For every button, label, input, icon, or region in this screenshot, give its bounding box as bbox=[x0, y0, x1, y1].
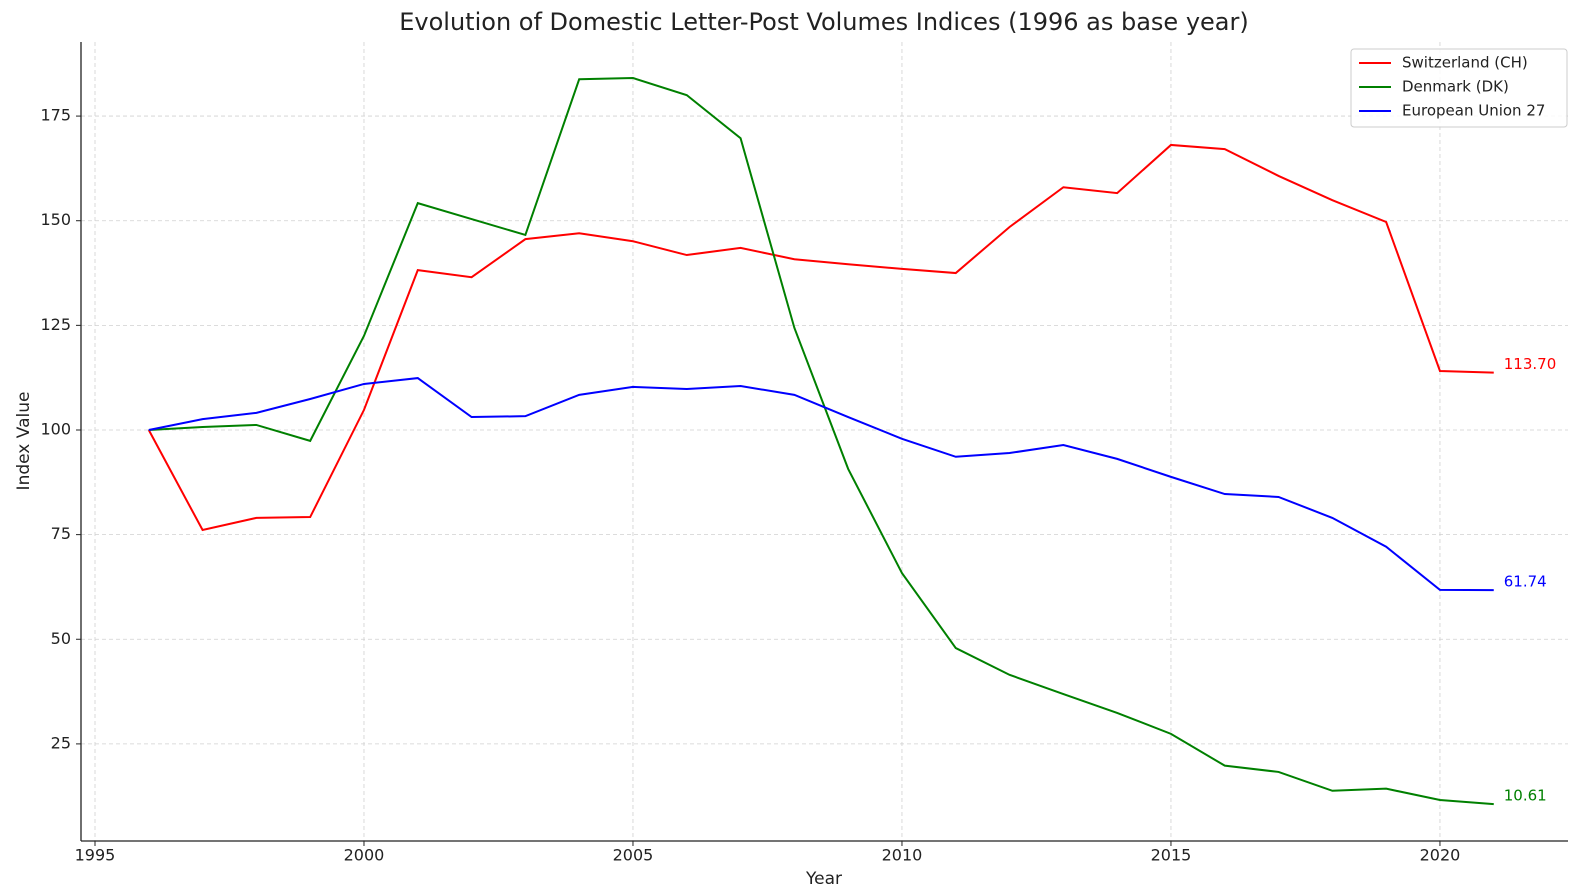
y-tick-label: 125 bbox=[40, 315, 71, 334]
legend-box bbox=[1350, 48, 1568, 128]
value-label: 61.74 bbox=[1504, 573, 1547, 591]
x-tick-label: 2015 bbox=[1151, 846, 1192, 865]
legend-label: European Union 27 bbox=[1402, 102, 1545, 120]
value-label: 113.70 bbox=[1504, 355, 1557, 373]
x-tick-label: 2005 bbox=[613, 846, 654, 865]
series-line bbox=[148, 76, 1494, 806]
legend-label: Denmark (DK) bbox=[1402, 78, 1509, 96]
series-line bbox=[147, 143, 1494, 532]
chart-title: Evolution of Domestic Letter-Post Volume… bbox=[399, 8, 1248, 36]
y-tick-label: 150 bbox=[40, 210, 71, 229]
x-tick-label: 1995 bbox=[75, 846, 116, 865]
y-axis-label: Index Value bbox=[14, 392, 34, 491]
y-tick-label: 100 bbox=[40, 419, 71, 438]
x-tick-label: 2000 bbox=[344, 846, 385, 865]
y-tick-label: 175 bbox=[40, 106, 71, 125]
y-tick-label: 75 bbox=[51, 524, 71, 543]
value-label: 10.61 bbox=[1504, 787, 1547, 805]
x-tick-label: 2020 bbox=[1420, 846, 1461, 865]
series-line bbox=[148, 377, 1494, 592]
y-tick-label: 50 bbox=[51, 629, 71, 648]
legend-label: Switzerland (CH) bbox=[1402, 54, 1528, 72]
x-tick-label: 2010 bbox=[882, 846, 923, 865]
y-tick-label: 25 bbox=[51, 733, 71, 752]
x-axis-label: Year bbox=[805, 869, 842, 889]
